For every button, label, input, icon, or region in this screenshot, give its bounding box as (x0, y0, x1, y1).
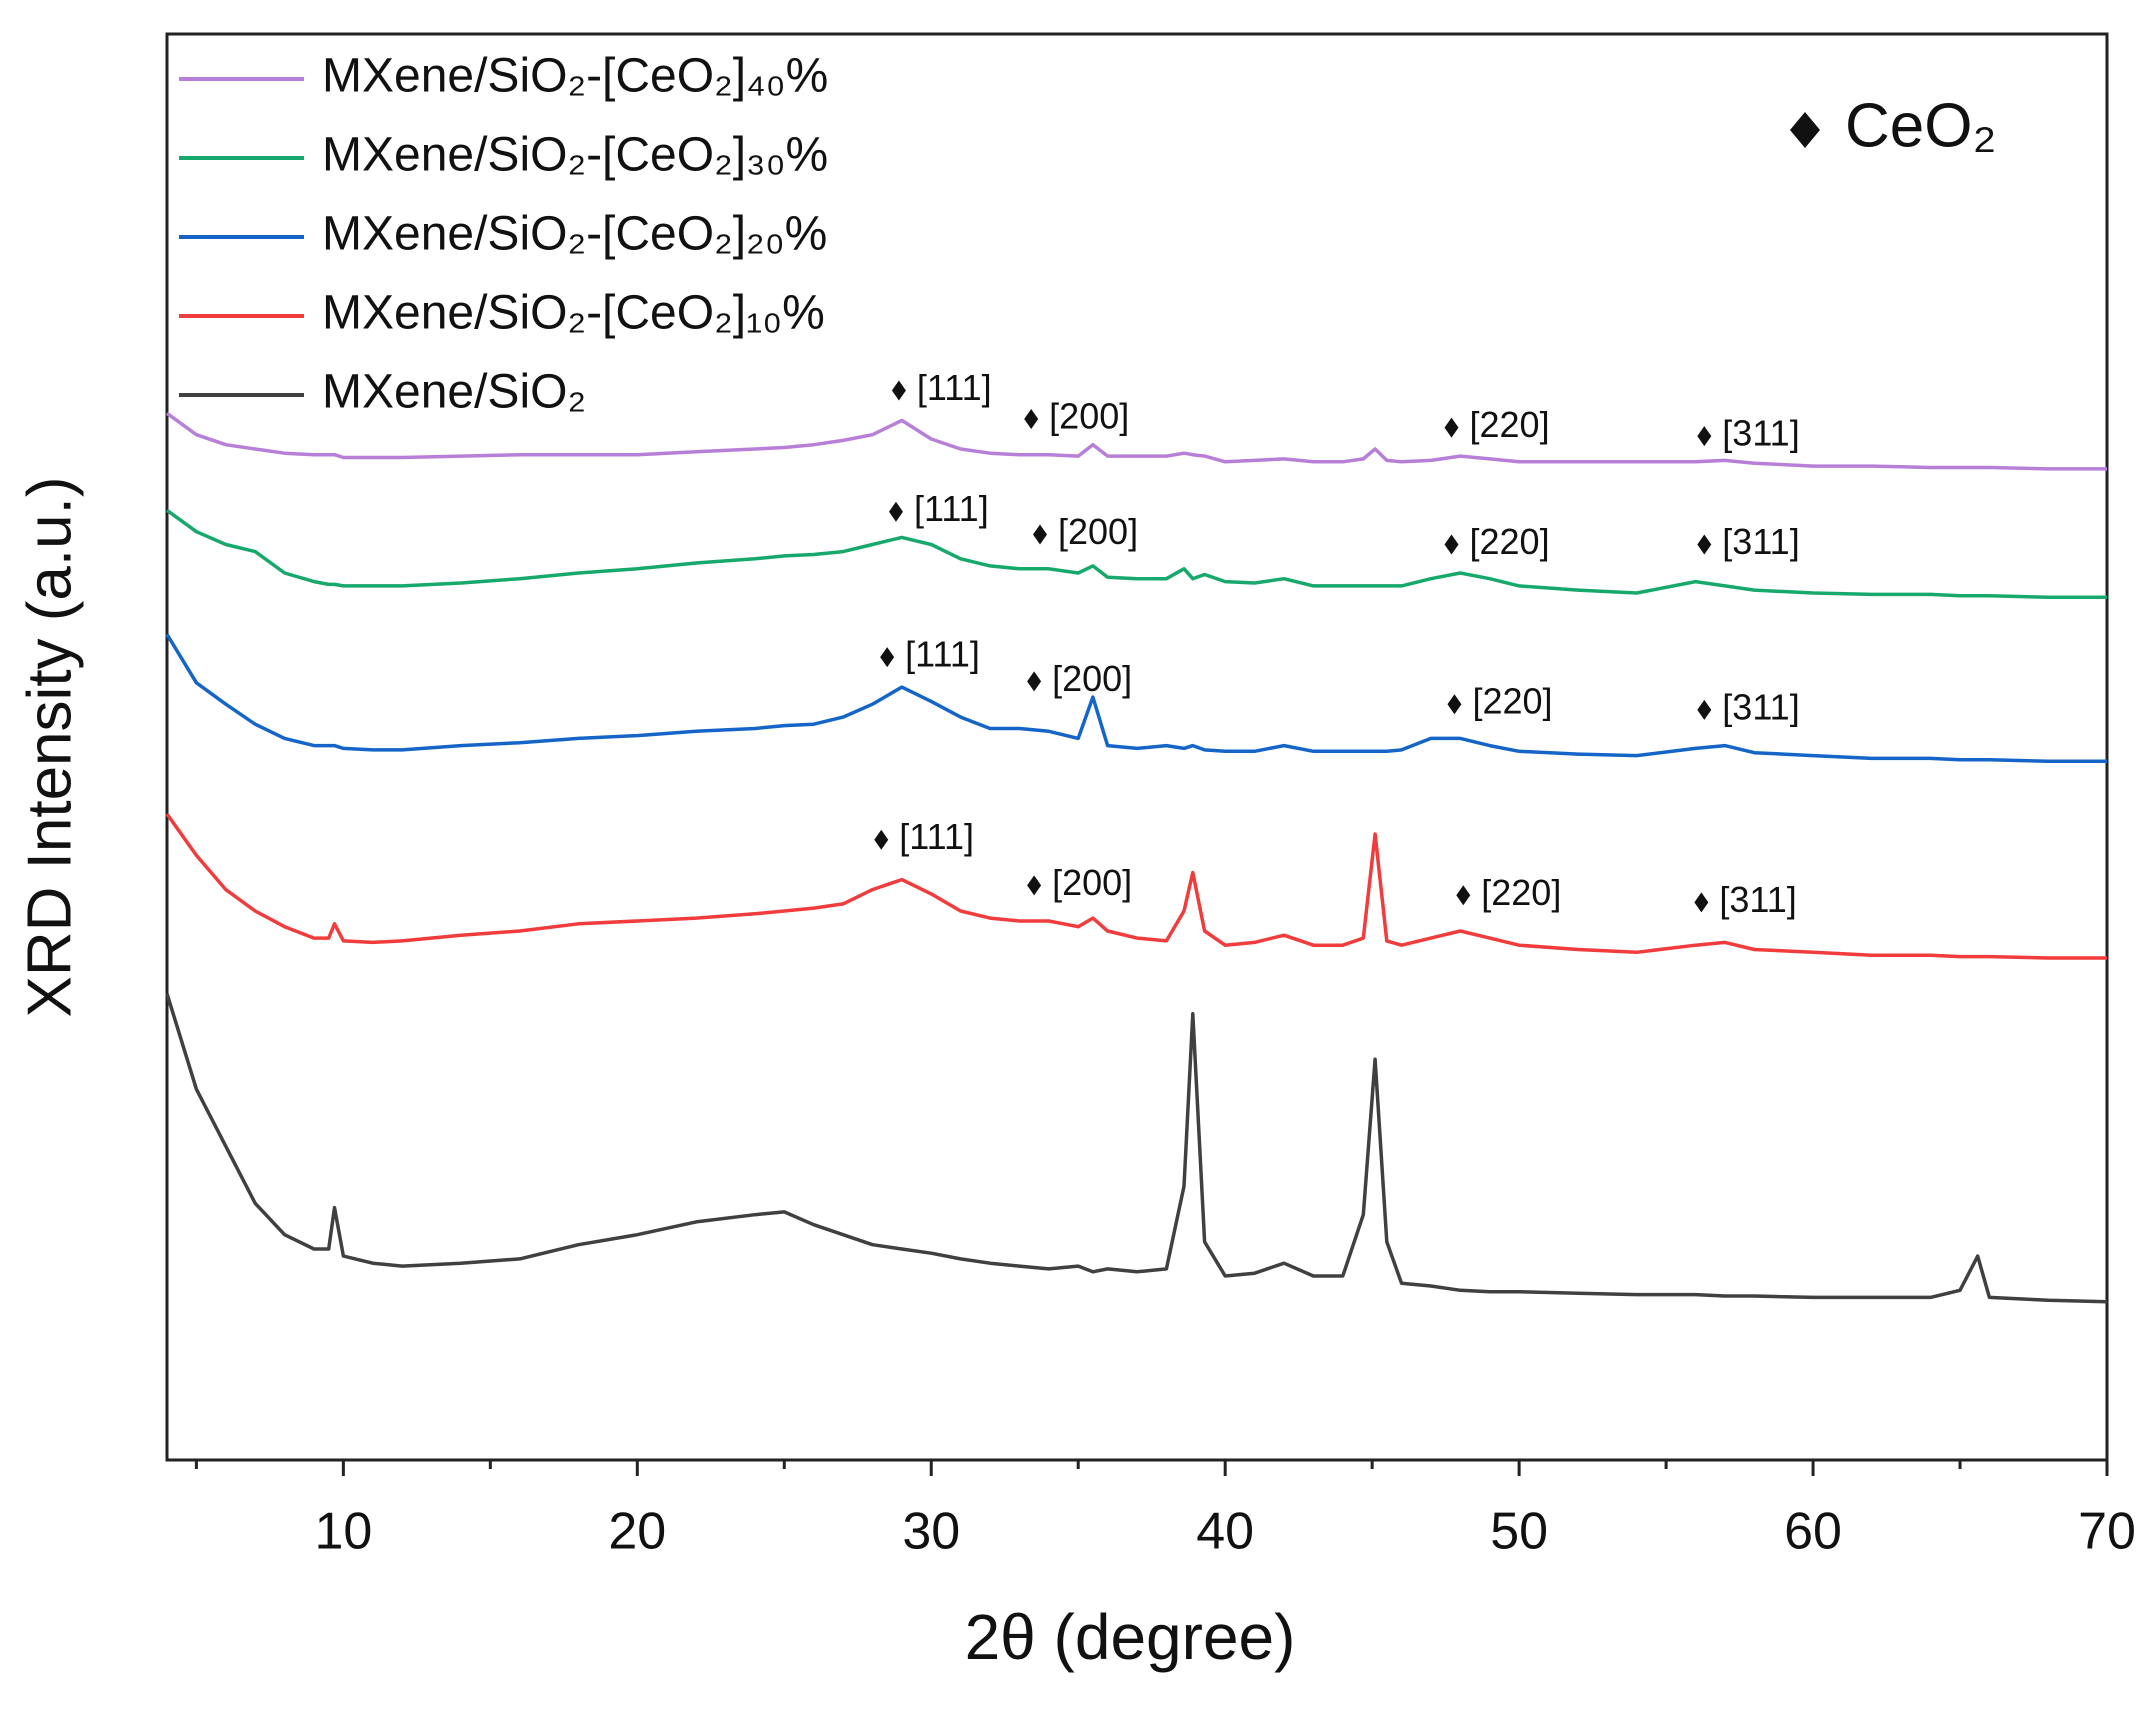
x-tick-label: 70 (2078, 1503, 2136, 1561)
peak-marker (1456, 885, 1471, 906)
peak-label: [111] (914, 488, 989, 529)
peak-marker (1444, 417, 1459, 438)
legend-label: MXene/SiO₂ (322, 366, 586, 419)
peak-label: [111] (917, 367, 992, 408)
data-line (165, 411, 2107, 471)
peak-marker (1027, 671, 1042, 692)
peak-label: [311] (1722, 413, 1799, 454)
peak-label: [200] (1058, 511, 1138, 552)
marker-legend-symbol (1790, 112, 1820, 148)
peak-label: [311] (1722, 686, 1799, 727)
data-line (165, 993, 2108, 1304)
x-tick-label: 40 (1196, 1503, 1254, 1561)
peak-marker (1697, 426, 1712, 447)
peak-label: [311] (1722, 521, 1799, 562)
peak-marker (880, 647, 895, 668)
peak-marker (891, 380, 906, 401)
peak-marker (1694, 892, 1709, 913)
peak-label: [311] (1719, 879, 1796, 920)
peak-marker (888, 501, 903, 522)
peak-label: [111] (905, 634, 980, 675)
data-line (165, 812, 2107, 960)
x-tick-label: 60 (1784, 1503, 1842, 1561)
legend-label: MXene/SiO₂-[CeO₂]₃₀% (322, 129, 828, 182)
peak-marker (1697, 699, 1712, 720)
peak-marker (1447, 694, 1462, 715)
peak-label: [220] (1470, 404, 1550, 445)
peak-marker (1697, 534, 1712, 555)
peak-marker (1033, 524, 1047, 545)
y-axis-title: XRD Intensity (a.u.) (15, 477, 84, 1018)
marker-legend-label: CeO₂ (1845, 91, 1997, 160)
plot-frame (165, 32, 2109, 1462)
peak-label: [220] (1481, 872, 1561, 913)
peak-label: [111] (899, 816, 974, 857)
peak-marker (1027, 875, 1042, 896)
x-tick-label: 20 (608, 1503, 666, 1561)
peak-label: [220] (1470, 521, 1550, 562)
legend-label: MXene/SiO₂-[CeO₂]₂₀% (322, 208, 827, 261)
x-tick-label: 50 (1490, 1503, 1548, 1561)
peak-marker (1444, 534, 1459, 555)
legend-label: MXene/SiO₂-[CeO₂]₁₀% (322, 287, 825, 340)
peak-label: [200] (1052, 862, 1132, 903)
x-axis-title: 2θ (degree) (965, 1601, 1296, 1673)
peak-label: [220] (1472, 681, 1552, 722)
x-tick-label: 10 (314, 1503, 372, 1561)
data-line (165, 633, 2107, 764)
peak-marker (874, 829, 889, 850)
peak-label: [200] (1052, 658, 1132, 699)
x-tick-label: 30 (902, 1503, 960, 1561)
peak-label: [200] (1049, 396, 1129, 437)
peak-marker (1024, 409, 1039, 430)
legend-label: MXene/SiO₂-[CeO₂]₄₀% (322, 50, 828, 103)
data-line (165, 508, 2107, 600)
